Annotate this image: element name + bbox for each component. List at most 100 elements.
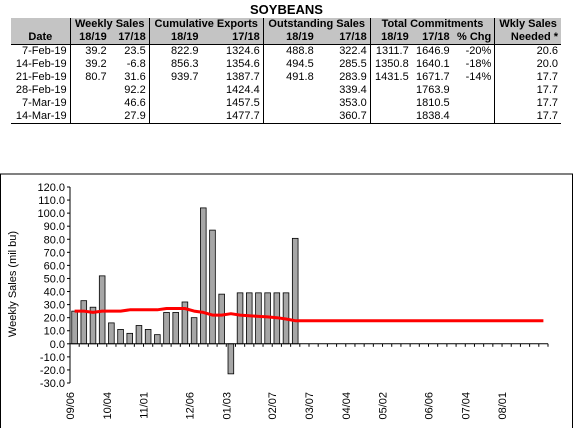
- weekly-sales-bar: [291, 237, 299, 345]
- weekly-sales-bar: [246, 292, 253, 345]
- x-tick-label: 10/04: [102, 392, 114, 420]
- table-cell: 360.7: [316, 110, 371, 124]
- table-cell: 23.5: [124, 45, 146, 57]
- x-axis-ticks: 09/06 10/04 11/01 12/06 01/03 02/07 03/07 04/04…: [65, 392, 509, 420]
- table-cell: 1477.7: [201, 110, 264, 124]
- group-header-weekly-sales: Weekly Sales: [69, 18, 150, 31]
- weekly-sales-bar: [190, 317, 198, 345]
- table-cell: 1640.1: [416, 58, 450, 70]
- weekly-sales-bar: [236, 292, 244, 345]
- x-tick-label: 11/01: [139, 392, 151, 419]
- group-header-total-commitments: Total Commitments: [369, 18, 495, 31]
- table-cell-date: 28-Feb-19: [15, 84, 67, 96]
- table-cell: 17.7: [494, 71, 561, 84]
- y-tick-label: 50.0: [44, 273, 65, 285]
- table-cell: 39.2: [69, 44, 110, 58]
- page-title: SOYBEANS: [250, 2, 323, 17]
- x-tick-label: 12/06: [185, 392, 197, 420]
- weekly-sales-bar: [126, 332, 133, 345]
- export-sales-table: Weekly Sales Cumulative Exports Outstand…: [11, 18, 561, 124]
- table-cell: -20%: [465, 45, 492, 57]
- col-header-pct-chg: % Chg: [452, 31, 495, 45]
- table-cell: 1646.9: [416, 45, 450, 57]
- table-cell: 92.2: [124, 84, 146, 96]
- table-cell: [262, 97, 317, 110]
- y-tick-label: -30.0: [40, 378, 65, 390]
- group-header-outstanding-sales: Outstanding Sales: [262, 18, 371, 31]
- table-cell: 20.6: [494, 44, 561, 58]
- y-tick-label: -20.0: [40, 365, 65, 377]
- table-cell: 1671.7: [416, 71, 450, 83]
- weekly-sales-bar: [117, 329, 124, 345]
- line-series: [74, 307, 544, 323]
- table-cell: 494.5: [262, 58, 317, 71]
- table-cell: 488.8: [262, 44, 317, 58]
- table-cell: 822.9: [148, 44, 202, 58]
- table-cell-date: 21-Feb-19: [15, 71, 67, 83]
- x-tick-label: 06/06: [424, 392, 436, 420]
- table-cell: [148, 84, 202, 97]
- y-tick-label: 70.0: [44, 247, 65, 259]
- weekly-sales-bar: [218, 293, 225, 345]
- table-cell: 283.9: [339, 71, 367, 83]
- weekly-sales-bar: [200, 207, 207, 345]
- x-tick-label: 09/06: [65, 392, 77, 420]
- table-cell: [369, 84, 412, 97]
- table-cell: 20.0: [494, 58, 561, 71]
- table-row: 14-Mar-19 27.9 1477.7 360.7 1838.4 17.7: [11, 110, 561, 124]
- x-tick-label: 05/02: [378, 392, 390, 420]
- group-header-row: Weekly Sales Cumulative Exports Outstand…: [11, 18, 561, 31]
- table-cell: -6.8: [126, 58, 146, 70]
- table-cell: -18%: [465, 58, 492, 70]
- table-cell-date: 14-Mar-19: [11, 110, 71, 124]
- table-cell: 285.5: [339, 58, 367, 70]
- table-cell: 1763.9: [416, 84, 450, 96]
- y-axis-label: Weekly Sales (mil bu): [7, 231, 19, 337]
- table-cell: 1838.4: [411, 110, 453, 124]
- table-row: 7-Feb-19 39.2 23.5 822.9 1324.6 488.8 322.4 131…: [11, 44, 561, 58]
- y-tick-label: 110.0: [38, 195, 65, 207]
- table-cell-date: 14-Feb-19: [15, 58, 67, 70]
- table-row: 28-Feb-19 92.2 1424.4 339.4 1763.9 17.7: [11, 84, 561, 97]
- x-tick-label: 08/01: [497, 392, 509, 420]
- table-cell: [369, 97, 412, 110]
- table-cell: 31.6: [124, 71, 146, 83]
- y-tick-label: 40.0: [44, 287, 65, 299]
- table-cell: -14%: [465, 71, 492, 83]
- table-body: 7-Feb-19 39.2 23.5 822.9 1324.6 488.8 322.4 131…: [11, 44, 561, 124]
- weekly-sales-bar: [108, 322, 115, 345]
- weekly-sales-bar: [227, 343, 235, 375]
- table-cell: 339.4: [339, 84, 367, 96]
- table-cell: 322.4: [339, 45, 367, 57]
- weekly-sales-needed-line: [74, 307, 544, 323]
- table-cell: [369, 110, 412, 124]
- table-cell: [262, 110, 317, 124]
- table-cell: [262, 84, 317, 97]
- table-cell: 17.7: [494, 110, 561, 124]
- group-header-cumulative-exports: Cumulative Exports: [148, 18, 264, 31]
- weekly-sales-bar: [144, 329, 152, 345]
- table-cell: 1350.8: [369, 58, 412, 71]
- table-cell: [69, 84, 110, 97]
- table-cell: 1354.6: [226, 58, 260, 70]
- y-tick-label: 30.0: [44, 300, 65, 312]
- col-header-cumulative-1718: 17/18: [201, 31, 264, 45]
- y-tick-label: 60.0: [44, 260, 65, 272]
- x-tick-label: 03/07: [304, 392, 316, 420]
- y-tick-label: 0.0: [50, 339, 65, 351]
- table-cell: [69, 110, 110, 124]
- y-tick-label: -10.0: [40, 352, 65, 364]
- table-cell: 1457.5: [226, 97, 260, 109]
- table-cell: 353.0: [339, 97, 367, 109]
- col-header-weekly-1718: 17/18: [109, 31, 150, 45]
- x-tick-label: 01/03: [221, 392, 233, 420]
- table-cell: 1810.5: [416, 97, 450, 109]
- y-tick-label: 120.0: [37, 182, 65, 194]
- table-cell: 856.3: [148, 58, 202, 71]
- y-tick-label: 90.0: [44, 221, 65, 233]
- x-tick-label: 04/04: [341, 392, 353, 420]
- table-cell: 27.9: [109, 110, 150, 124]
- table-row: 21-Feb-19 80.7 31.6 939.7 1387.7 491.8 283.9 14…: [11, 71, 561, 84]
- group-header-blank: [11, 18, 71, 31]
- table-cell-date: 7-Mar-19: [22, 97, 67, 109]
